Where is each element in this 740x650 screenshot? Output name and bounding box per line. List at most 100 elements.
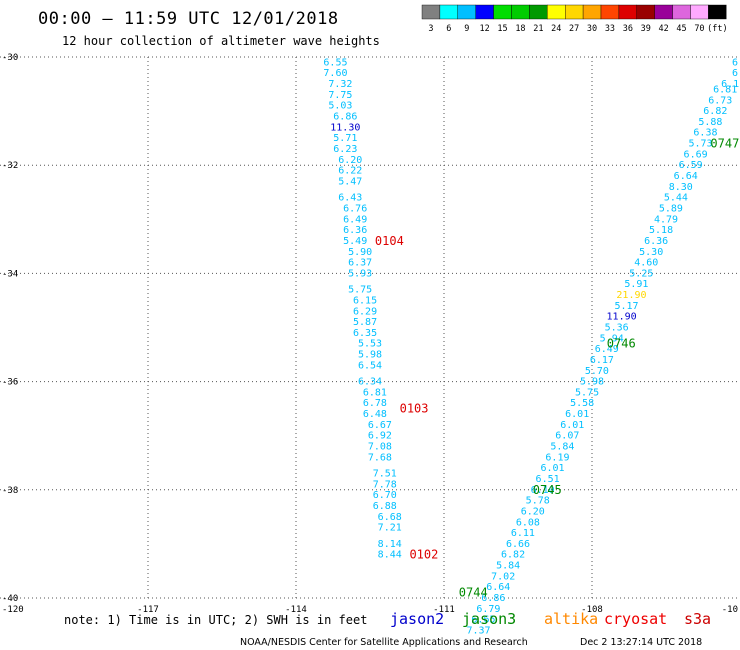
wave-height-point: 7.32: [328, 79, 352, 90]
legend-swatch: [457, 4, 476, 20]
wave-height-point: 5.73: [688, 139, 712, 150]
wave-height-point: 6.64: [486, 582, 510, 593]
wave-height-point: 5.93: [348, 268, 372, 279]
page-subtitle: 12 hour collection of altimeter wave hei…: [62, 34, 380, 48]
legend-swatch: [511, 4, 530, 20]
wave-height-point: 4.60: [634, 258, 658, 269]
x-tick-label: -114: [285, 605, 307, 615]
legend-label: 3: [428, 24, 433, 34]
satellite-legend: jason2 jason3 altika cryosat s3a: [390, 610, 711, 628]
x-tick-label: -120: [2, 605, 24, 615]
legend-swatch: [421, 4, 441, 20]
wave-height-point: 7.68: [368, 452, 392, 463]
wave-height-point: 7.21: [378, 523, 402, 534]
y-tick-label: -32: [2, 161, 18, 171]
legend-label: 21: [533, 24, 543, 34]
wave-height-point: 6.20: [338, 155, 362, 166]
y-tick-label: -34: [2, 269, 18, 279]
wave-height-point: 6.79: [476, 604, 500, 615]
wave-height-point: 5.89: [659, 203, 683, 214]
wave-height-values: 6.557.607.327.755.036.8611.305.716.236.2…: [323, 57, 739, 636]
legend-label: 12: [480, 24, 490, 34]
y-tick-label: -30: [2, 53, 18, 63]
legend-label: 15: [497, 24, 507, 34]
legend-label: 36: [623, 24, 633, 34]
legend-swatch: [493, 4, 512, 20]
x-tick-label: -117: [137, 605, 159, 615]
legend-label: 33: [605, 24, 615, 34]
note-text: note: 1) Time is in UTC; 2) SWH is in fe…: [64, 613, 367, 627]
legend-label: 27: [569, 24, 579, 34]
wave-height-point: 6.86: [333, 112, 357, 123]
legend-label: (ft): [707, 24, 727, 34]
wave-height-point: 6.34: [358, 377, 382, 388]
legend-label: 18: [515, 24, 525, 34]
legend-swatch: [439, 4, 458, 20]
legend-label: 39: [641, 24, 651, 34]
wave-height-point: 5.17: [614, 301, 638, 312]
wave-height-point: 6.51: [536, 474, 560, 485]
wave-height-point: 6.10: [531, 485, 555, 496]
wave-height-point: 4.79: [654, 214, 678, 225]
wave-height-point: 7.08: [368, 442, 392, 453]
wave-height-point: 6.82: [703, 106, 727, 117]
pass-time-label: 0744: [459, 586, 488, 600]
wave-height-point: 6.23: [333, 144, 357, 155]
wave-height-point: 8.14: [378, 539, 402, 550]
legend-label: 45: [676, 24, 686, 34]
wave-height-point: 6.73: [708, 95, 732, 106]
wave-height-point: 6.54: [358, 360, 382, 371]
wave-height-point: 6.07: [555, 431, 579, 442]
wave-height-point: 6.78: [363, 398, 387, 409]
legend-swatch: [690, 4, 709, 20]
legend-label: 9: [464, 24, 469, 34]
wave-height-point: 7.37: [466, 625, 490, 636]
wave-height-point: 6.55: [323, 57, 347, 68]
y-tick-label: -38: [2, 486, 18, 496]
legend-swatch: [547, 4, 566, 20]
wave-height-point: 6.36: [644, 236, 668, 247]
wave-height-point: 6: [732, 68, 738, 79]
pass-time-label: 0103: [400, 402, 429, 416]
legend-label: 30: [587, 24, 597, 34]
wave-height-point: 5.47: [338, 176, 362, 187]
wave-height-point: 5.91: [624, 279, 648, 290]
wave-height-point: 5.98: [580, 377, 604, 388]
wave-height-point: 21.90: [616, 290, 646, 301]
wave-height-point: 6.76: [343, 203, 367, 214]
wave-height-point: 5.71: [333, 133, 357, 144]
legend-swatch: [672, 4, 691, 20]
wave-height-point: 6.17: [590, 355, 614, 366]
wave-height-point: 8.44: [378, 550, 402, 561]
wave-height-point: 5.49: [343, 236, 367, 247]
page-title: 00:00 – 11:59 UTC 12/01/2018: [38, 9, 339, 29]
wave-height-point: 6.20: [521, 506, 545, 517]
wave-height-point: 5.87: [353, 317, 377, 328]
axis-ticks: -30 -32 -34 -36 -38 -40-120 -117 -114 -111 -108 -1…: [2, 53, 738, 615]
wave-height-point: 6.01: [540, 463, 564, 474]
satellite-label-s3a: s3a: [684, 610, 711, 628]
wave-height-point: 5.58: [570, 398, 594, 409]
wave-height-point: 6.22: [338, 166, 362, 177]
satellite-label-jason3: jason3: [462, 610, 516, 628]
legend-swatch: [475, 4, 494, 20]
wave-height-point: 6.11: [511, 528, 535, 539]
wave-height-point: 6.1: [721, 79, 739, 90]
legend-swatch: [582, 4, 602, 20]
wave-height-point: 7.02: [491, 571, 515, 582]
wave-height-point: 8.30: [669, 182, 693, 193]
satellite-label-cryosat: cryosat: [604, 610, 667, 628]
legend-swatch: [636, 4, 655, 20]
legend-swatch: [708, 4, 727, 20]
wave-height-point: 6.92: [368, 431, 392, 442]
wave-height-point: 6.65: [471, 615, 495, 626]
wave-height-point: 6.37: [348, 258, 372, 269]
wave-height-point: 6.29: [353, 306, 377, 317]
legend-label: 42: [659, 24, 669, 34]
wave-height-point: 6.19: [545, 452, 569, 463]
wave-height-point: 6.38: [693, 128, 717, 139]
wave-height-point: 6.69: [684, 149, 708, 160]
wave-height-point: 7.78: [373, 479, 397, 490]
wave-height-point: 5.94: [600, 333, 624, 344]
